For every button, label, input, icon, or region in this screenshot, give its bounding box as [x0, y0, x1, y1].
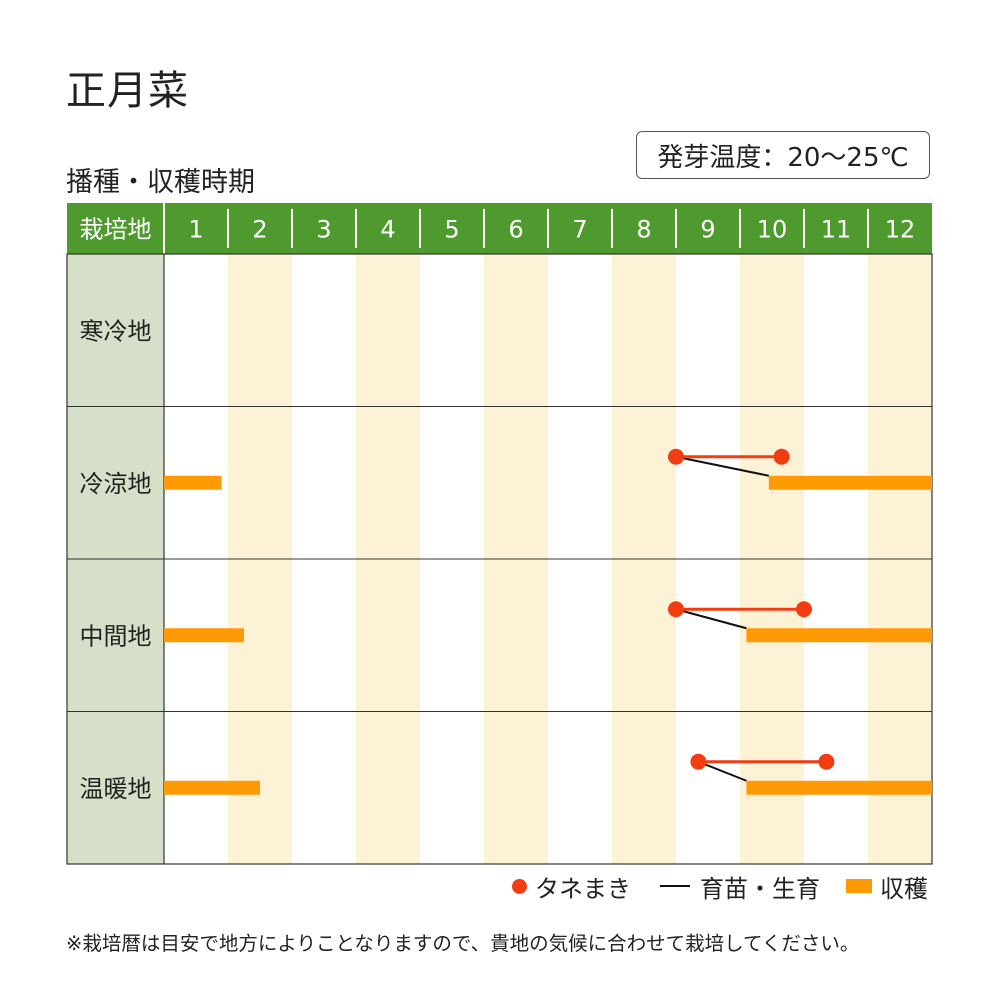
growing-line: [698, 760, 747, 782]
sowing-dot-icon: [512, 878, 527, 894]
harvest-bar: [746, 780, 932, 795]
grid-border: [66, 253, 933, 865]
chart-legend: タネまき 育苗・生育 収穫: [0, 868, 932, 904]
region-label: 冷涼地: [80, 470, 152, 498]
page-title: 正月菜: [66, 68, 189, 114]
month-label: 12: [885, 216, 916, 244]
harvest-bar: [164, 475, 222, 490]
sowing-point: [668, 601, 684, 618]
month-label: 10: [757, 216, 788, 244]
legend-growing: 育苗・生育: [660, 868, 820, 904]
growing-line-icon: [660, 885, 690, 887]
month-label: 9: [700, 216, 715, 244]
germination-temp-badge: 発芽温度：20～25℃: [636, 131, 930, 179]
sowing-point: [668, 448, 684, 465]
month-label: 11: [821, 216, 852, 244]
month-label: 5: [444, 216, 459, 244]
legend-growing-label: 育苗・生育: [700, 874, 820, 903]
harvest-bar: [746, 628, 932, 643]
harvest-bar: [164, 780, 260, 795]
sowing-point: [690, 753, 707, 770]
month-header-bar: [67, 203, 932, 254]
corner-label: 栽培地: [80, 216, 152, 244]
growing-line: [675, 455, 770, 477]
harvest-bar: [164, 628, 244, 643]
region-label: 寒冷地: [80, 317, 152, 345]
month-label: 7: [572, 216, 587, 244]
legend-sowing: タネまき: [512, 868, 631, 904]
sowing-point: [796, 601, 812, 618]
legend-harvest-label: 収穫: [880, 874, 928, 903]
sowing-point: [773, 448, 790, 465]
footnote: ※栽培暦は目安で地方によりことなりますので、貴地の気候に合わせて栽培してください…: [66, 932, 860, 955]
region-label: 中間地: [80, 622, 152, 650]
region-label: 温暖地: [80, 775, 152, 803]
harvest-bar-icon: [846, 879, 872, 893]
germination-temp-text: 発芽温度：20～25℃: [657, 142, 909, 173]
month-label: 8: [636, 216, 651, 244]
harvest-bar: [768, 475, 932, 490]
month-label: 3: [316, 216, 331, 244]
legend-harvest: 収穫: [846, 868, 928, 904]
month-label: 1: [188, 216, 203, 244]
growing-line: [675, 608, 747, 630]
legend-sowing-label: タネまき: [535, 874, 631, 903]
sowing-point: [818, 753, 835, 770]
month-label: 2: [252, 216, 267, 244]
month-label: 4: [380, 216, 395, 244]
month-label: 6: [508, 216, 523, 244]
chart-subtitle: 播種・収穫時期: [66, 167, 255, 198]
